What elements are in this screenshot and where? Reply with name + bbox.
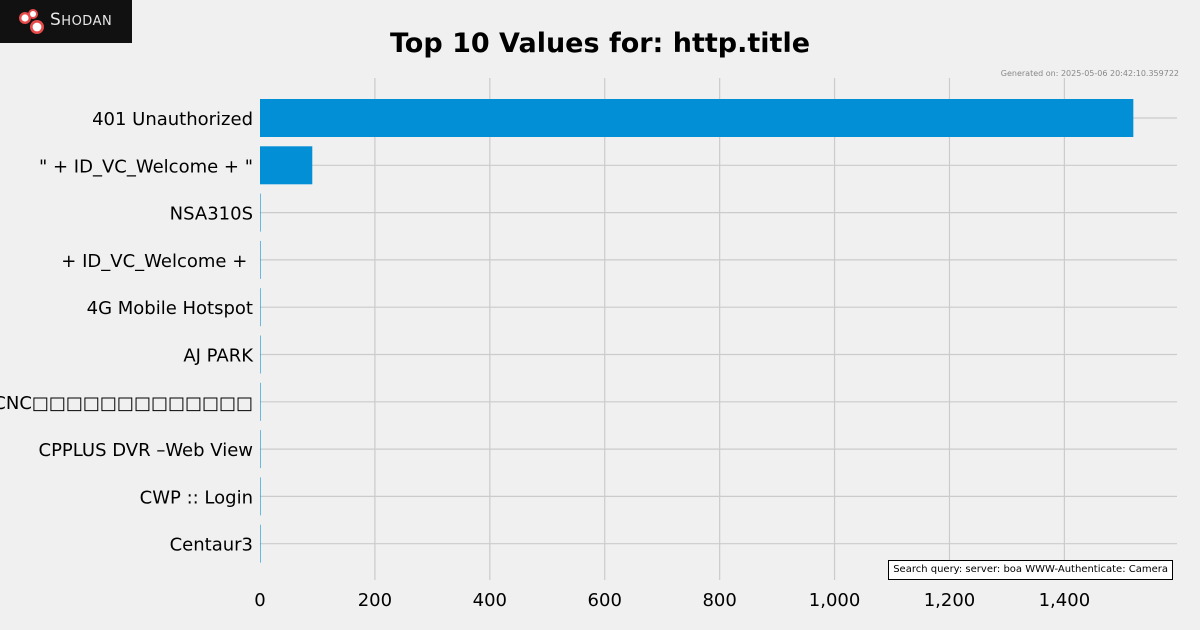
- chart-title: Top 10 Values for: http.title: [389, 28, 811, 59]
- shodan-logo-icon: [19, 9, 44, 34]
- y-tick-label: CNC□□□□□□□□□□□□□: [0, 393, 253, 414]
- bar: [260, 524, 261, 563]
- shodan-logo[interactable]: SHODAN: [0, 0, 132, 43]
- x-tick-label: 600: [588, 590, 622, 611]
- bar: [260, 430, 261, 469]
- x-tick-label: 200: [358, 590, 392, 611]
- bar: [260, 193, 261, 232]
- y-tick-label: 401 Unauthorized: [92, 109, 253, 130]
- y-tick-label: Centaur3: [170, 535, 253, 556]
- search-query-box: Search query: server: boa WWW-Authentica…: [888, 560, 1173, 580]
- logo-text: SHODAN: [50, 10, 112, 30]
- logo-text-initial: S: [50, 10, 62, 30]
- x-tick-label: 1,200: [924, 590, 976, 611]
- x-tick-label: 1,000: [809, 590, 861, 611]
- bar: [260, 146, 313, 185]
- y-tick-label: + ID_VC_Welcome +: [56, 251, 253, 272]
- generated-timestamp: Generated on: 2025-05-06 20:42:10.359722: [1000, 69, 1179, 78]
- bar: [260, 382, 261, 421]
- y-tick-label: CPPLUS DVR –Web View: [39, 440, 254, 461]
- y-tick-label: CWP :: Login: [140, 487, 253, 508]
- bar: [260, 335, 261, 374]
- bar: [260, 288, 261, 327]
- y-tick-label: 4G Mobile Hotspot: [87, 298, 253, 319]
- bar: [260, 477, 261, 516]
- x-tick-label: 1,400: [1039, 590, 1091, 611]
- x-tick-label: 800: [702, 590, 736, 611]
- bar: [260, 240, 261, 279]
- bar: [260, 99, 1134, 137]
- x-tick-label: 400: [473, 590, 507, 611]
- y-tick-label: " + ID_VC_Welcome + ": [39, 156, 253, 177]
- logo-text-rest: HODAN: [61, 14, 113, 29]
- y-tick-label: NSA310S: [170, 204, 253, 225]
- y-tick-label: AJ PARK: [183, 346, 254, 367]
- x-tick-label: 0: [254, 590, 265, 611]
